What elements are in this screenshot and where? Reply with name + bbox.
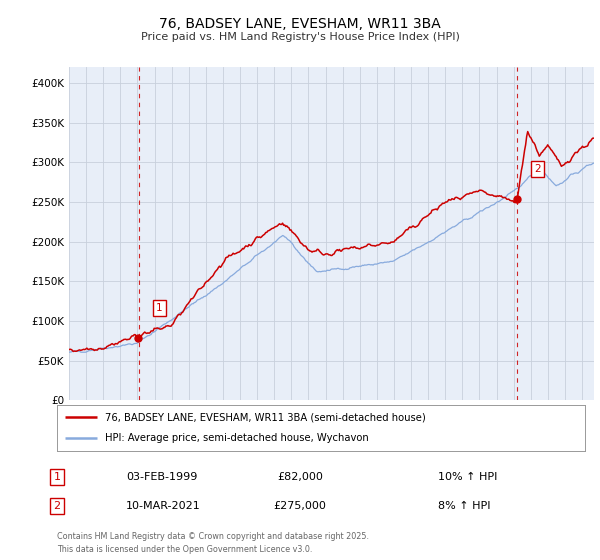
Text: Contains HM Land Registry data © Crown copyright and database right 2025.
This d: Contains HM Land Registry data © Crown c… [57,533,369,554]
Text: Price paid vs. HM Land Registry's House Price Index (HPI): Price paid vs. HM Land Registry's House … [140,32,460,42]
Text: 2: 2 [53,501,61,511]
Text: 03-FEB-1999: 03-FEB-1999 [126,472,197,482]
Text: 8% ↑ HPI: 8% ↑ HPI [438,501,491,511]
Text: 1: 1 [156,302,163,312]
Text: 76, BADSEY LANE, EVESHAM, WR11 3BA: 76, BADSEY LANE, EVESHAM, WR11 3BA [159,16,441,30]
Text: HPI: Average price, semi-detached house, Wychavon: HPI: Average price, semi-detached house,… [104,433,368,444]
Text: £275,000: £275,000 [274,501,326,511]
Text: 10% ↑ HPI: 10% ↑ HPI [438,472,497,482]
Text: £82,000: £82,000 [277,472,323,482]
Text: 10-MAR-2021: 10-MAR-2021 [126,501,201,511]
Text: 1: 1 [53,472,61,482]
Text: 76, BADSEY LANE, EVESHAM, WR11 3BA (semi-detached house): 76, BADSEY LANE, EVESHAM, WR11 3BA (semi… [104,412,425,422]
Text: 2: 2 [534,164,541,174]
